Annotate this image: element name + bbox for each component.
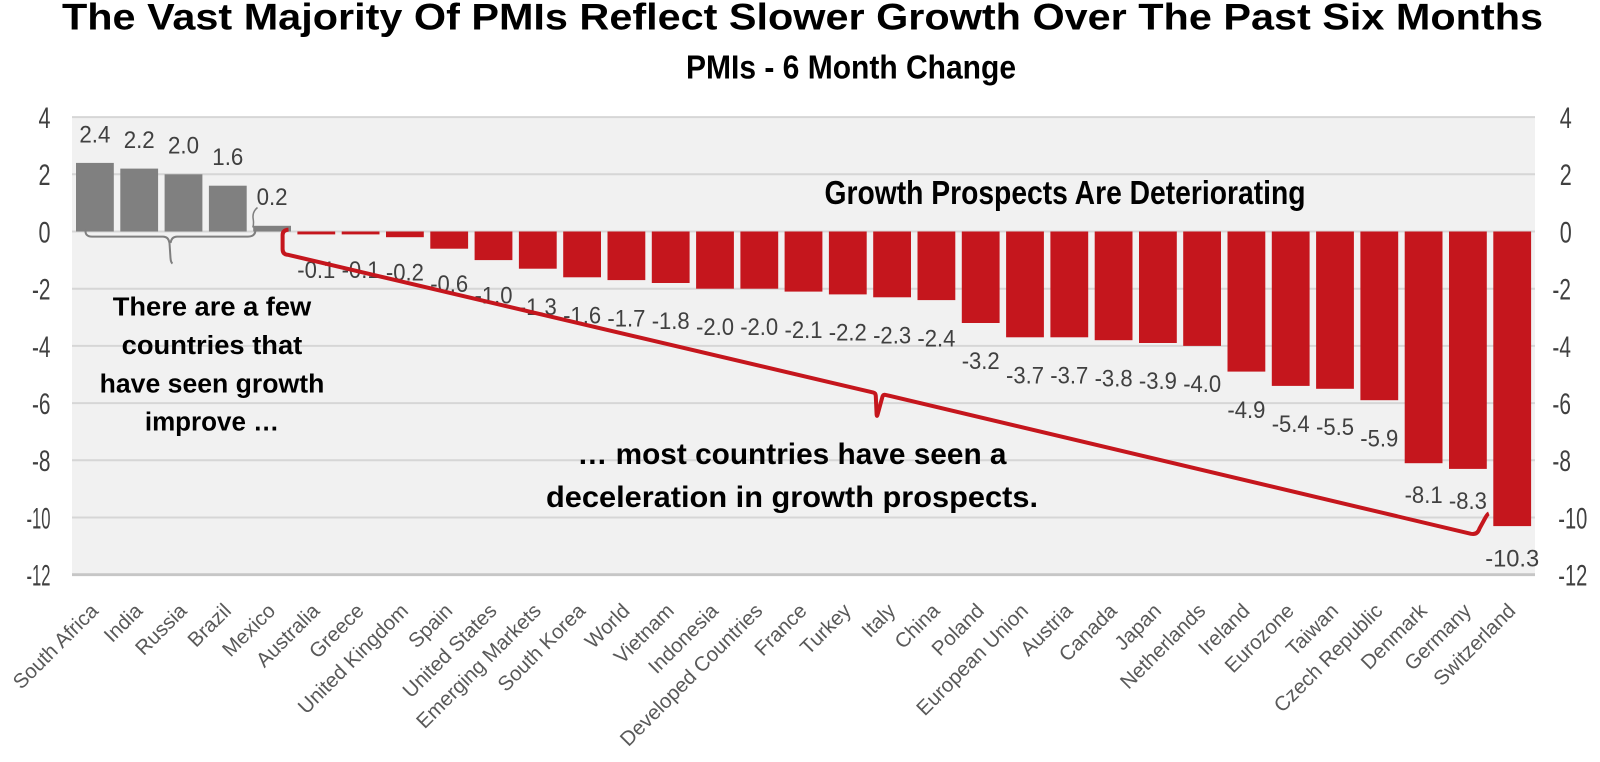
svg-text:-5.9: -5.9 (1360, 425, 1398, 452)
svg-text:-2.2: -2.2 (829, 320, 867, 347)
svg-text:-4: -4 (1552, 331, 1571, 364)
svg-text:-2.0: -2.0 (696, 314, 734, 341)
svg-text:2.2: 2.2 (124, 127, 155, 154)
svg-text:-10.3: -10.3 (1485, 546, 1539, 573)
svg-text:countries that: countries that (122, 332, 303, 360)
svg-text:-8.1: -8.1 (1405, 482, 1443, 509)
svg-text:0: 0 (1560, 216, 1572, 249)
svg-text:PMIs - 6 Month Change: PMIs - 6 Month Change (686, 48, 1016, 85)
svg-text:-2.0: -2.0 (740, 314, 778, 341)
svg-text:-4.9: -4.9 (1227, 397, 1265, 424)
svg-text:2.4: 2.4 (79, 121, 110, 148)
svg-text:-12: -12 (1558, 560, 1587, 593)
svg-text:1.6: 1.6 (212, 144, 243, 171)
svg-text:-2: -2 (1552, 274, 1571, 307)
svg-text:improve …: improve … (145, 409, 279, 437)
svg-text:0.2: 0.2 (257, 184, 288, 211)
svg-text:There are a few: There are a few (113, 294, 312, 322)
svg-text:-3.9: -3.9 (1139, 368, 1177, 395)
svg-text:have seen growth: have seen growth (100, 370, 325, 398)
svg-text:-10: -10 (1558, 502, 1587, 535)
svg-text:-4: -4 (32, 331, 51, 364)
svg-text:-8: -8 (32, 445, 51, 478)
svg-text:-2: -2 (32, 274, 51, 307)
svg-text:4: 4 (39, 102, 51, 135)
svg-text:-6: -6 (32, 388, 51, 421)
svg-text:-1.8: -1.8 (652, 308, 690, 335)
svg-text:2: 2 (1560, 159, 1572, 192)
svg-text:Growth Prospects Are Deteriora: Growth Prospects Are Deteriorating (825, 174, 1306, 211)
svg-text:The Vast Majority Of PMIs Refl: The Vast Majority Of PMIs Reflect Slower… (62, 0, 1543, 38)
svg-text:-2.1: -2.1 (785, 317, 823, 344)
svg-text:2.0: 2.0 (168, 133, 199, 160)
svg-text:2: 2 (39, 159, 51, 192)
svg-text:0: 0 (39, 216, 51, 249)
svg-text:-3.7: -3.7 (1050, 363, 1088, 390)
svg-text:-3.7: -3.7 (1006, 363, 1044, 390)
svg-text:-4.0: -4.0 (1183, 371, 1221, 398)
svg-text:-8: -8 (1552, 445, 1571, 478)
svg-text:-10: -10 (27, 502, 51, 535)
svg-text:-5.5: -5.5 (1316, 414, 1354, 441)
svg-text:-6: -6 (1552, 388, 1571, 421)
svg-text:-3.2: -3.2 (962, 348, 1000, 375)
svg-text:4: 4 (1560, 102, 1572, 135)
svg-text:-8.3: -8.3 (1449, 488, 1487, 515)
svg-text:… most countries have seen a: … most countries have seen a (578, 438, 1008, 471)
svg-text:-2.4: -2.4 (917, 325, 955, 352)
svg-text:-2.3: -2.3 (873, 323, 911, 350)
svg-text:-1.7: -1.7 (607, 305, 645, 332)
svg-text:deceleration in growth prospec: deceleration in growth prospects. (546, 481, 1038, 514)
svg-text:-3.8: -3.8 (1095, 365, 1133, 392)
svg-text:-12: -12 (27, 560, 51, 593)
svg-text:-5.4: -5.4 (1272, 411, 1310, 438)
